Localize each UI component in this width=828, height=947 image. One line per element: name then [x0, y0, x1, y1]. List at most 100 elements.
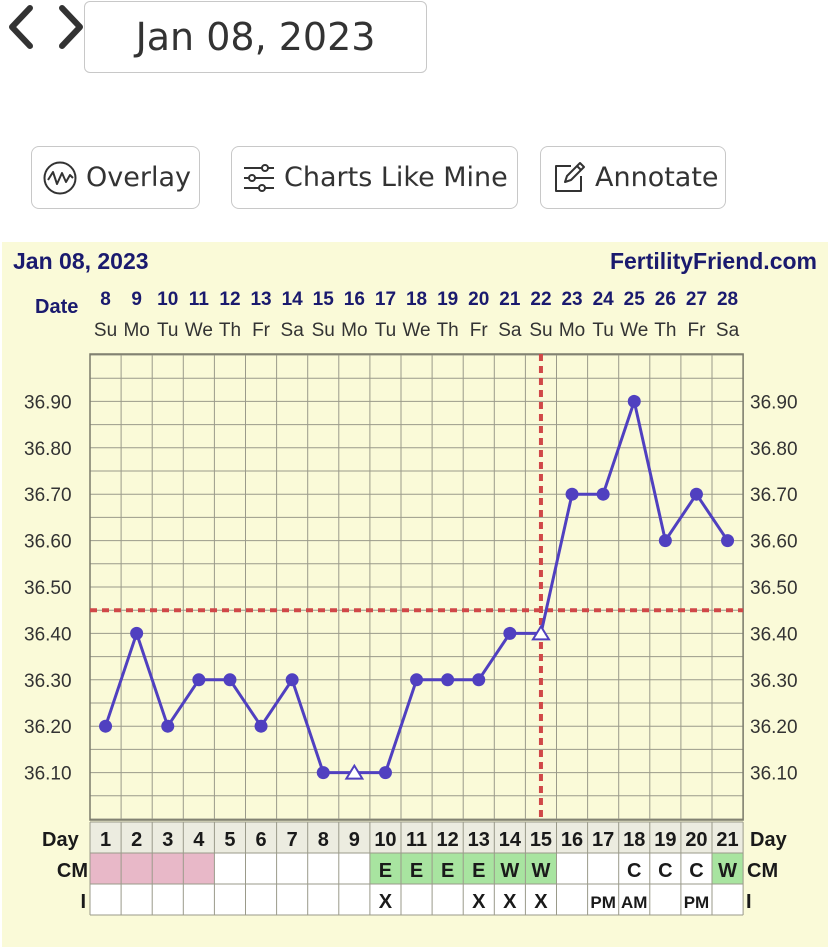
overlay-label: Overlay [86, 162, 191, 193]
cm-value: E [472, 860, 485, 882]
date-label: 15 [313, 289, 335, 310]
date-label: 25 [624, 289, 646, 310]
intercourse-cell [525, 884, 557, 915]
cycle-day-label: 8 [318, 829, 329, 851]
temperature-point[interactable] [254, 719, 268, 733]
temperature-point[interactable] [316, 766, 330, 780]
day-cell [183, 822, 215, 853]
cm-value: W [718, 860, 737, 882]
temperature-point[interactable] [565, 487, 579, 501]
intercourse-cell [369, 884, 401, 915]
annotate-button[interactable]: Annotate [540, 146, 726, 209]
prev-date-button[interactable] [0, 0, 44, 54]
weekday-label: Sa [716, 320, 740, 341]
overlay-button[interactable]: Overlay [31, 146, 200, 209]
y-tick-right: 36.40 [750, 624, 798, 645]
date-label: 9 [131, 289, 142, 310]
temperature-point[interactable] [721, 534, 735, 548]
date-label: 10 [157, 289, 178, 310]
charts-like-mine-label: Charts Like Mine [284, 162, 508, 193]
weekday-label: We [402, 320, 430, 341]
temperature-point[interactable] [130, 626, 144, 640]
cm-cell [680, 853, 712, 884]
intercourse-cell [463, 884, 495, 915]
date-label: 16 [344, 289, 365, 310]
temperature-point[interactable] [223, 673, 237, 687]
temperature-point[interactable] [472, 673, 486, 687]
day-cell [587, 822, 619, 853]
date-label: 17 [375, 289, 396, 310]
cm-cell [214, 853, 246, 884]
cm-cell [121, 853, 153, 884]
temperature-point[interactable] [161, 719, 175, 733]
y-tick-left: 36.90 [24, 392, 72, 413]
temperature-point[interactable] [378, 766, 392, 780]
cm-cell [369, 853, 401, 884]
cycle-day-label: 11 [406, 829, 427, 851]
cm-cell [183, 853, 215, 884]
weekday-label: Tu [375, 320, 396, 341]
intercourse-cell [121, 884, 153, 915]
y-tick-left: 36.40 [24, 624, 72, 645]
chart-source: FertilityFriend.com [610, 248, 817, 274]
day-row-label: Day [42, 829, 80, 851]
cm-row-label: CM [57, 860, 88, 882]
y-tick-right: 36.90 [750, 392, 798, 413]
chevron-right-icon [59, 5, 84, 49]
plot-border [89, 353, 744, 821]
weekday-label: Su [312, 320, 335, 341]
cm-cell [556, 853, 588, 884]
cm-cell [463, 853, 495, 884]
intercourse-cell [432, 884, 464, 915]
cycle-day-label: 20 [685, 829, 707, 851]
intercourse-cell [494, 884, 526, 915]
temperature-point-excluded[interactable] [531, 624, 551, 641]
weekday-label: Th [219, 320, 241, 341]
temperature-point[interactable] [689, 487, 703, 501]
cm-cell [618, 853, 650, 884]
temperature-point[interactable] [192, 673, 206, 687]
intercourse-cell [649, 884, 681, 915]
cm-cell [276, 853, 308, 884]
weekday-label: Fr [252, 320, 271, 341]
temperature-point[interactable] [503, 626, 517, 640]
next-date-button[interactable] [48, 0, 92, 54]
cycle-day-label: 1 [100, 829, 111, 851]
intercourse-value: AM [621, 893, 647, 912]
y-tick-right: 36.50 [750, 578, 798, 599]
weekday-label: Sa [498, 320, 522, 341]
cycle-day-label: 15 [530, 829, 552, 851]
temperature-point[interactable] [658, 534, 672, 548]
temperature-point[interactable] [410, 673, 424, 687]
weekday-label: Fr [687, 320, 706, 341]
date-selector[interactable]: Jan 08, 2023 [84, 1, 427, 73]
y-tick-right: 36.20 [750, 717, 798, 738]
i-row-label-right: I [746, 891, 752, 913]
cycle-day-label: 7 [287, 829, 298, 851]
cycle-day-label: 21 [716, 829, 738, 851]
intercourse-cell [276, 884, 308, 915]
charts-like-mine-button[interactable]: Charts Like Mine [231, 146, 518, 209]
y-tick-left: 36.20 [24, 717, 72, 738]
date-label: 26 [655, 289, 676, 310]
day-cell [556, 822, 588, 853]
temperature-point[interactable] [627, 394, 641, 408]
cycle-day-label: 4 [193, 829, 205, 851]
temperature-point[interactable] [596, 487, 610, 501]
day-cell [121, 822, 153, 853]
day-cell [338, 822, 370, 853]
chevron-left-icon [9, 5, 33, 49]
intercourse-cell [587, 884, 619, 915]
temperature-point[interactable] [441, 673, 455, 687]
day-cell [214, 822, 246, 853]
intercourse-cell [307, 884, 339, 915]
temperature-point[interactable] [285, 673, 299, 687]
intercourse-cell [338, 884, 370, 915]
temperature-point-excluded[interactable] [344, 763, 365, 780]
weekday-label: Fr [470, 320, 489, 341]
temperature-point[interactable] [99, 719, 113, 733]
y-tick-right: 36.30 [750, 671, 798, 692]
cycle-day-label: 2 [131, 829, 142, 851]
